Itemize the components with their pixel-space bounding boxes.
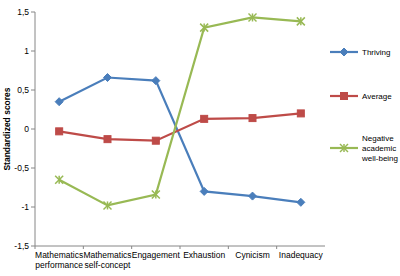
marker-stroke (249, 13, 257, 21)
y-tick-label: 1 (24, 46, 29, 56)
label-line: self-concept (85, 260, 131, 270)
marker (55, 98, 63, 106)
marker (297, 17, 305, 25)
y-tick (31, 246, 35, 247)
x-tick-label: Engagement (132, 250, 181, 260)
series-line (59, 17, 301, 205)
y-tick-label: 0 (24, 124, 29, 134)
marker (104, 136, 111, 143)
marker (249, 13, 257, 21)
marker-stroke (104, 201, 112, 209)
marker (104, 74, 112, 82)
y-tick (31, 168, 35, 169)
marker-stroke (152, 191, 160, 199)
marker (152, 77, 160, 85)
x-tick-label: Exhaustion (183, 250, 225, 260)
x-tick (276, 246, 277, 249)
marker-stroke (200, 24, 208, 32)
y-tick-label: 1,5 (17, 7, 29, 17)
label-line: well-being (361, 154, 398, 163)
y-axis-label: Standardized scores (2, 87, 12, 170)
y-tick-label: 0,5 (17, 85, 29, 95)
y-tick (31, 129, 35, 130)
marker-stroke (55, 176, 63, 184)
marker-stroke (300, 17, 302, 25)
marker (201, 115, 208, 122)
x-tick (35, 246, 36, 249)
marker-stroke (58, 176, 60, 184)
x-tick (83, 246, 84, 249)
marker-stroke (155, 191, 157, 199)
marker-stroke (152, 191, 160, 199)
marker (200, 24, 208, 32)
marker (152, 191, 160, 199)
marker-stroke (340, 144, 348, 152)
label-line: Mathematics (83, 250, 131, 260)
y-tick-label: -0,5 (14, 163, 29, 173)
y-tick-label: -1 (21, 202, 29, 212)
label-line: Thriving (362, 48, 390, 57)
marker (249, 192, 257, 200)
marker-stroke (249, 13, 257, 21)
y-tick-label: -1,5 (14, 241, 29, 251)
marker-stroke (297, 17, 305, 25)
y-tick (31, 90, 35, 91)
marker (56, 128, 63, 135)
marker (152, 137, 159, 144)
chart: -1,5 -1 -0,5 0 0,5 1 1,5 Standardized scores Mat… (0, 0, 400, 276)
marker-stroke (104, 201, 112, 209)
marker (104, 201, 112, 209)
label-line: Exhaustion (183, 250, 225, 260)
marker-stroke (297, 17, 305, 25)
marker-stroke (203, 24, 205, 32)
legend-label: Negativeacademicwell-being (361, 134, 398, 163)
x-tick-label: Inadequacy (279, 250, 324, 260)
legend-item: Thriving (330, 48, 390, 57)
marker-stroke (200, 24, 208, 32)
marker-stroke (55, 176, 63, 184)
marker (200, 187, 208, 195)
marker (297, 110, 304, 117)
legend-label: Average (362, 92, 392, 101)
marker (341, 93, 348, 100)
marker-stroke (343, 144, 345, 152)
y-tick (31, 207, 35, 208)
x-tick-label: Mathematicsself-concept (83, 250, 131, 270)
x-tick-label: Cynicism (235, 250, 269, 260)
y-tick (31, 12, 35, 13)
marker-stroke (107, 201, 109, 209)
marker (340, 144, 348, 152)
y-tick (31, 51, 35, 52)
marker (249, 115, 256, 122)
marker-stroke (252, 13, 254, 21)
marker (55, 176, 63, 184)
legend-label: Thriving (362, 48, 390, 57)
x-tick (228, 246, 229, 249)
label-line: Negative (362, 134, 394, 143)
legend-item: Negativeacademicwell-being (330, 134, 398, 163)
x-tick-label: Mathematicsperformance (35, 250, 83, 270)
label-line: Cynicism (235, 250, 269, 260)
label-line: Inadequacy (279, 250, 324, 260)
label-line: Engagement (132, 250, 181, 260)
x-tick (180, 246, 181, 249)
marker (297, 198, 305, 206)
label-line: performance (35, 260, 83, 270)
series-line (59, 113, 301, 140)
marker (340, 48, 348, 56)
label-line: Average (362, 92, 392, 101)
marker-stroke (340, 144, 348, 152)
label-line: academic (362, 144, 396, 153)
plot-area (55, 13, 305, 209)
x-tick (131, 246, 132, 249)
series-line (59, 78, 301, 203)
label-line: Mathematics (35, 250, 83, 260)
legend-item: Average (330, 92, 392, 101)
